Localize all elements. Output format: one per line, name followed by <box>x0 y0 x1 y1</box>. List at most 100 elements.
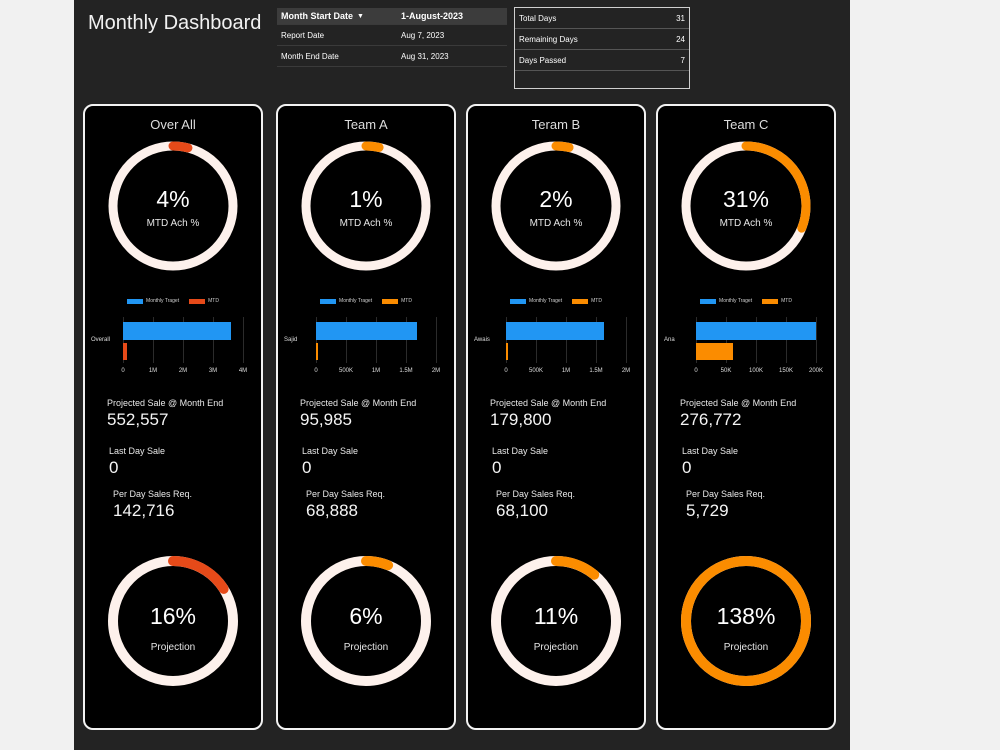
target-vs-mtd-chart: 0 500K 1M 1.5M 2M Sajid <box>278 311 454 381</box>
projected-sale-metric: Projected Sale @ Month End 179,800 <box>490 398 606 430</box>
metric-label: Per Day Sales Req. <box>496 489 576 499</box>
axis-tick-label: 50K <box>720 368 732 374</box>
target-bar <box>123 322 231 340</box>
metric-label: Last Day Sale <box>682 446 739 456</box>
mtd-percent: 1% <box>349 186 383 212</box>
metric-label: Per Day Sales Req. <box>686 489 766 499</box>
days-label: Remaining Days <box>519 34 578 44</box>
date-row-month-start[interactable]: Month Start Date ▼ 1-August-2023 <box>277 8 507 25</box>
axis-tick-label: 4M <box>238 368 248 374</box>
days-label: Days Passed <box>519 55 567 65</box>
mtd-bar <box>316 343 318 360</box>
legend-swatch-target <box>127 298 144 304</box>
legend-mtd: MTD <box>762 298 792 304</box>
metric-value: 95,985 <box>300 410 352 429</box>
target-bar <box>696 322 816 340</box>
date-value: Aug 7, 2023 <box>401 30 445 40</box>
legend-target: Monthly Traget <box>700 298 752 304</box>
projection-gauge: 138% Projection <box>658 551 834 691</box>
axis-tick-label: 0 <box>314 368 318 374</box>
date-label: Month End Date <box>281 51 339 61</box>
mtd-caption: MTD Ach % <box>339 218 393 229</box>
mtd-gauge-ring <box>491 141 621 271</box>
mtd-gauge-ring <box>301 141 431 271</box>
legend-label: MTD <box>208 298 219 304</box>
projection-percent: 16% <box>149 603 197 629</box>
metric-value: 0 <box>492 458 502 477</box>
projected-sale-metric: Projected Sale @ Month End 552,557 <box>107 398 223 430</box>
last-day-sale-metric: Last Day Sale 0 <box>302 446 358 478</box>
gauge-value-arc <box>681 556 811 686</box>
card-title: Over All <box>150 117 196 132</box>
axis-tick-label: 1.5M <box>399 368 413 374</box>
metric-label: Projected Sale @ Month End <box>680 398 797 408</box>
projected-sale-metric: Projected Sale @ Month End 276,772 <box>680 398 796 430</box>
bar-legend: Monthly Traget MTD <box>658 298 834 304</box>
gridline <box>316 317 317 363</box>
gridline <box>123 317 124 363</box>
mtd-bar <box>696 343 734 360</box>
projection-gauge-ring <box>108 556 238 686</box>
metric-label: Projected Sale @ Month End <box>490 398 607 408</box>
mtd-caption: MTD Ach % <box>146 218 200 229</box>
mtd-caption: MTD Ach % <box>529 218 583 229</box>
legend-label: MTD <box>401 298 412 304</box>
projection-percent: 6% <box>349 603 383 629</box>
category-label: Sajid <box>284 337 298 343</box>
mtd-percent: 2% <box>539 186 573 212</box>
days-row-remaining: Remaining Days 24 <box>515 29 689 50</box>
mtd-percent: 4% <box>156 186 190 212</box>
mtd-caption: MTD Ach % <box>719 218 773 229</box>
projection-gauge: 16% Projection <box>85 551 261 691</box>
metric-label: Per Day Sales Req. <box>113 489 193 499</box>
projection-gauge-ring <box>491 556 621 686</box>
axis-tick-label: 500K <box>528 368 544 374</box>
projection-percent: 138% <box>716 603 776 629</box>
mtd-gauge: 2% MTD Ach % <box>468 136 644 276</box>
per-day-req-metric: Per Day Sales Req. 68,888 <box>306 489 385 521</box>
projection-percent: 11% <box>533 603 579 629</box>
mtd-gauge-ring <box>108 141 238 271</box>
axis-tick-label: 0 <box>504 368 508 374</box>
bar-legend: Monthly Traget MTD <box>468 298 644 304</box>
gridline <box>506 317 507 363</box>
legend-label: MTD <box>591 298 602 304</box>
projection-gauge-ring <box>301 556 431 686</box>
gauge-value-arc <box>301 556 431 686</box>
mtd-gauge: 31% MTD Ach % <box>658 136 834 276</box>
mtd-bar <box>506 343 508 360</box>
target-vs-mtd-chart: 0 500K 1M 1.5M 2M Awais <box>468 311 644 381</box>
mtd-bar <box>123 343 127 360</box>
gridline <box>756 317 757 363</box>
date-label: Month Start Date <box>281 11 353 21</box>
projection-caption: Projection <box>533 642 579 653</box>
last-day-sale-metric: Last Day Sale 0 <box>109 446 165 478</box>
metric-label: Last Day Sale <box>302 446 359 456</box>
per-day-req-metric: Per Day Sales Req. 5,729 <box>686 489 765 521</box>
mtd-gauge-ring <box>681 141 811 271</box>
gridline <box>596 317 597 363</box>
axis-tick-label: 2M <box>431 368 441 374</box>
metric-label: Last Day Sale <box>492 446 549 456</box>
metric-label: Projected Sale @ Month End <box>107 398 224 408</box>
legend-label: MTD <box>781 298 792 304</box>
gridline <box>183 317 184 363</box>
axis-tick-label: 100K <box>748 368 764 374</box>
target-bar <box>506 322 604 340</box>
metric-label: Last Day Sale <box>109 446 166 456</box>
date-row-report: Report Date Aug 7, 2023 <box>277 25 507 46</box>
gridline <box>243 317 244 363</box>
days-label: Total Days <box>519 13 557 23</box>
legend-label: Monthly Traget <box>146 298 180 304</box>
bar-legend: Monthly Traget MTD <box>278 298 454 304</box>
date-label: Report Date <box>281 30 325 40</box>
team-card: Teram B 2% MTD Ach % Monthly Traget MTD 0 500K… <box>466 104 646 730</box>
legend-target: Monthly Traget <box>320 298 372 304</box>
mtd-gauge: 4% MTD Ach % <box>85 136 261 276</box>
axis-tick-label: 2M <box>621 368 631 374</box>
legend-swatch-target <box>510 298 527 304</box>
axis-tick-label: 3M <box>208 368 218 374</box>
sort-caret-icon[interactable]: ▼ <box>357 12 364 20</box>
gridline <box>376 317 377 363</box>
per-day-req-metric: Per Day Sales Req. 68,100 <box>496 489 575 521</box>
